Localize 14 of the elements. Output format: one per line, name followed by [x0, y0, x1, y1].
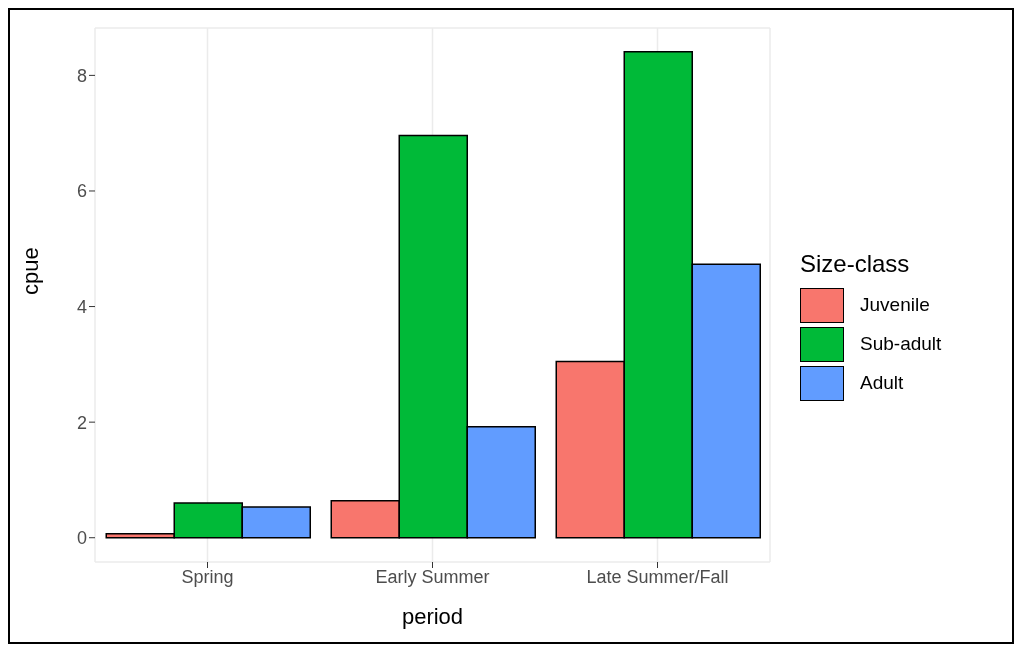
x-tick-label: Spring [181, 566, 234, 587]
y-tick-label: 8 [76, 65, 87, 86]
y-axis-title: cpue [17, 247, 43, 295]
y-tick-label: 0 [76, 528, 87, 549]
legend-label: Adult [860, 372, 904, 394]
y-tick-label: 2 [76, 412, 87, 433]
x-axis-title: period [401, 604, 464, 629]
y-tick-label: 4 [76, 296, 87, 317]
x-tick-label: Early Summer [375, 566, 490, 587]
y-tick-label: 6 [76, 181, 87, 202]
legend-label: Juvenile [860, 294, 930, 316]
legend-label: Sub-adult [860, 333, 942, 355]
legend-title: Size-class [800, 249, 911, 278]
x-tick-label: Late Summer/Fall [586, 566, 729, 587]
